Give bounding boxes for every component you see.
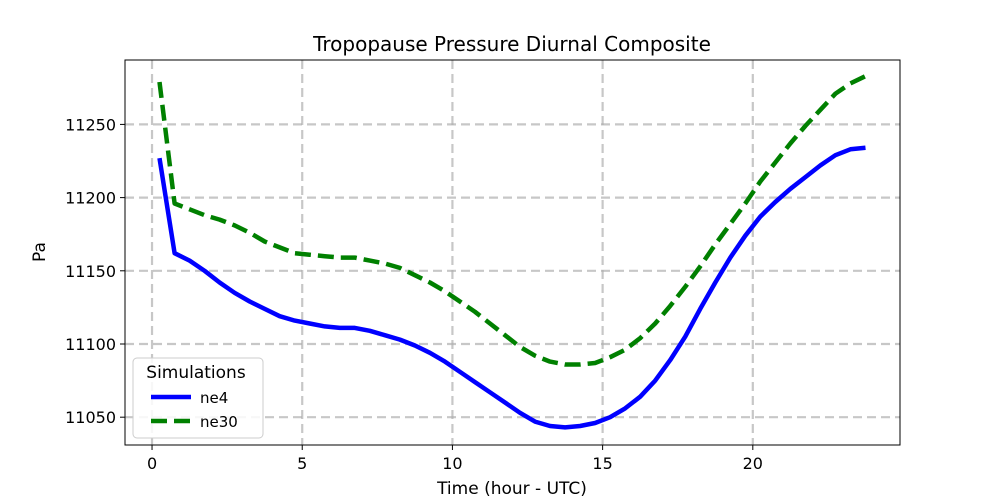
legend-label-ne30: ne30 xyxy=(200,413,238,431)
chart-title: Tropopause Pressure Diurnal Composite xyxy=(312,32,711,56)
x-axis-title: Time (hour - UTC) xyxy=(436,479,587,499)
y-tick-label: 11050 xyxy=(65,408,116,427)
axis-ticks: 0 5 10 15 20 11050 11100 11150 11200 11250 xyxy=(65,115,763,473)
data-series xyxy=(157,74,867,430)
series-line-ne4 xyxy=(157,145,866,430)
x-tick-label: 15 xyxy=(592,454,612,473)
plot-frame xyxy=(124,59,901,446)
x-tick-label: 5 xyxy=(297,454,307,473)
y-tick-label: 11200 xyxy=(65,189,116,208)
y-tick-label: 11150 xyxy=(65,262,116,281)
legend: Simulations ne4 ne30 xyxy=(132,357,264,439)
legend-title: Simulations xyxy=(146,363,246,383)
x-tick-label: 10 xyxy=(442,454,462,473)
y-tick-label: 11250 xyxy=(65,115,116,134)
legend-label-ne4: ne4 xyxy=(200,389,228,407)
y-tick-label: 11100 xyxy=(65,335,116,354)
x-tick-label: 20 xyxy=(743,454,763,473)
series-line-ne30 xyxy=(157,74,867,367)
legend-box xyxy=(132,357,264,439)
x-tick-label: 0 xyxy=(147,454,157,473)
y-axis-title: Pa xyxy=(30,242,50,262)
